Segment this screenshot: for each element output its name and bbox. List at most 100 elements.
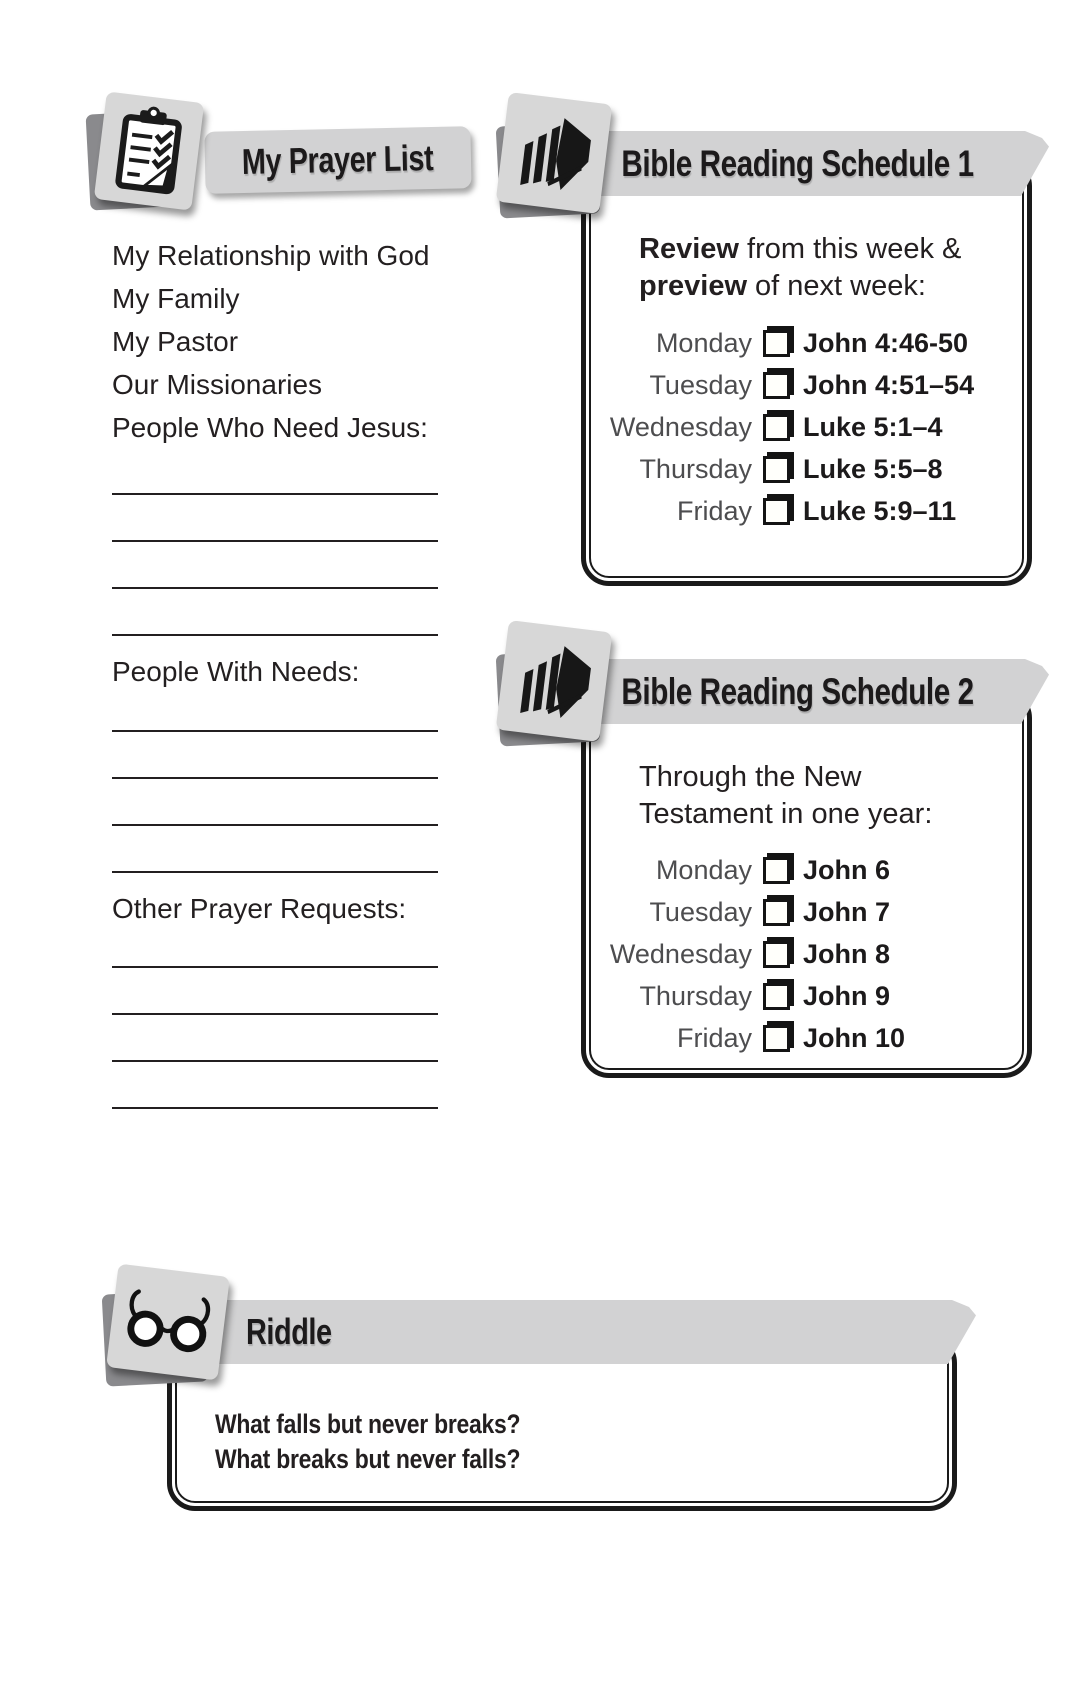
reading-reference: John 4:46-50 [803,327,969,358]
reading-checkbox[interactable] [763,982,790,1010]
checkbox-wrap [763,1024,790,1052]
reading-reference: John 4:51–54 [803,369,975,400]
blank-lines-people-with-needs [112,730,438,918]
schedule1-intro: Review from this week & preview of next … [639,231,961,305]
open-book-icon [495,92,613,214]
reading-checkbox[interactable] [763,1024,790,1052]
blank-writing-line[interactable] [112,1013,438,1015]
checkbox-wrap [763,455,790,483]
reading-checkbox[interactable] [763,497,790,525]
intro-bold: preview [639,270,747,302]
schedule-row: Wednesday John 8 [580,933,1032,975]
reading-reference: John 7 [803,896,891,927]
blank-writing-line[interactable] [112,777,438,779]
blank-writing-line[interactable] [112,824,438,826]
riddle-icon-stack [100,1263,240,1388]
blank-writing-line[interactable] [112,1107,438,1109]
riddle-box [167,1335,957,1511]
prayer-list-banner: My Prayer List [204,126,472,194]
schedule1-intro-line1: Review from this week & [639,231,961,268]
schedule2-banner: Bible Reading Schedule 2 [559,659,1049,724]
day-label: Wednesday [609,411,752,442]
schedule-row: Tuesday John 7 [580,891,1032,933]
reading-checkbox[interactable] [763,413,790,441]
reading-reference: John 8 [803,938,891,969]
reading-checkbox[interactable] [763,329,790,357]
reading-reference: Luke 5:1–4 [803,411,943,442]
day-label: Tuesday [649,896,752,927]
schedule2-icon-stack [494,620,618,748]
clipboard-checklist-glyph [115,106,182,195]
schedule1-banner: Bible Reading Schedule 1 [559,131,1049,196]
prayer-items: My Relationship with God My Family My Pa… [112,234,429,449]
day-label: Monday [655,327,752,358]
open-book-icon [495,620,613,742]
schedule2-intro-line1: Through the New [639,761,862,793]
blank-writing-line[interactable] [112,587,438,589]
day-label: Monday [655,854,752,885]
reading-reference: John 10 [803,1022,906,1053]
day-label: Friday [676,495,752,526]
reading-checkbox[interactable] [763,371,790,399]
checkbox-wrap [763,898,790,926]
prayer-icon-stack [84,91,214,220]
day-label: Thursday [639,980,752,1011]
blank-writing-line[interactable] [112,634,438,636]
blank-writing-line[interactable] [112,1060,438,1062]
day-label: Thursday [639,453,752,484]
reading-reference: John 9 [803,980,891,1011]
glasses-glyph [127,1289,211,1353]
checkbox-wrap [763,413,790,441]
reading-reference: John 6 [803,854,891,885]
riddle-banner: Riddle [158,1300,976,1364]
prayer-item: My Family [112,283,240,314]
schedule1-intro-line2: preview of next week: [639,268,961,305]
schedule1-rows: Monday John 4:46-50 Tuesday John 4:51–54… [580,322,1032,532]
clipboard-checklist-icon [93,91,205,211]
schedule-row: Wednesday Luke 5:1–4 [580,406,1032,448]
reading-checkbox[interactable] [763,940,790,968]
reading-checkbox[interactable] [763,898,790,926]
schedule-row: Thursday John 9 [580,975,1032,1017]
reading-checkbox[interactable] [763,455,790,483]
checkbox-wrap [763,329,790,357]
prayer-item: People Who Need Jesus: [112,412,428,443]
blank-writing-line[interactable] [112,871,438,873]
day-label: Friday [676,1022,752,1053]
schedule1-title: Bible Reading Schedule 1 [621,142,974,184]
schedule1-icon-stack [494,92,618,220]
schedule-row: Tuesday John 4:51–54 [580,364,1032,406]
blank-writing-line[interactable] [112,493,438,495]
prayer-item: My Relationship with God [112,240,430,271]
people-with-needs-label: People With Needs: [112,656,360,687]
blank-lines-other-requests [112,966,438,1154]
schedule2-intro-line2: Testament in one year: [639,798,933,830]
glasses-icon [106,1263,230,1381]
riddle-line1: What falls but never breaks? [215,1409,521,1439]
reading-reference: Luke 5:5–8 [803,453,943,484]
other-prayer-requests-label: Other Prayer Requests: [112,893,407,924]
day-label: Wednesday [609,938,752,969]
reading-checkbox[interactable] [763,856,790,884]
prayer-item: Our Missionaries [112,369,323,400]
intro-rest: from this week & [738,233,962,265]
open-book-glyph [520,646,591,718]
intro-bold: Review [639,233,739,265]
riddle-line2: What breaks but never falls? [215,1444,521,1474]
blank-lines-people-who-need-jesus [112,493,438,681]
checkbox-wrap [763,856,790,884]
schedule1-box [581,158,1032,586]
schedule-row: Friday Luke 5:9–11 [580,490,1032,532]
blank-writing-line[interactable] [112,540,438,542]
prayer-item: My Pastor [112,326,239,357]
checkbox-wrap [763,940,790,968]
schedule-row: Thursday Luke 5:5–8 [580,448,1032,490]
intro-rest: of next week: [747,270,926,302]
blank-writing-line[interactable] [112,730,438,732]
riddle-title: Riddle [246,1311,332,1352]
open-book-glyph [520,118,591,190]
checkbox-wrap [763,982,790,1010]
schedule2-title: Bible Reading Schedule 2 [621,670,974,712]
blank-writing-line[interactable] [112,966,438,968]
